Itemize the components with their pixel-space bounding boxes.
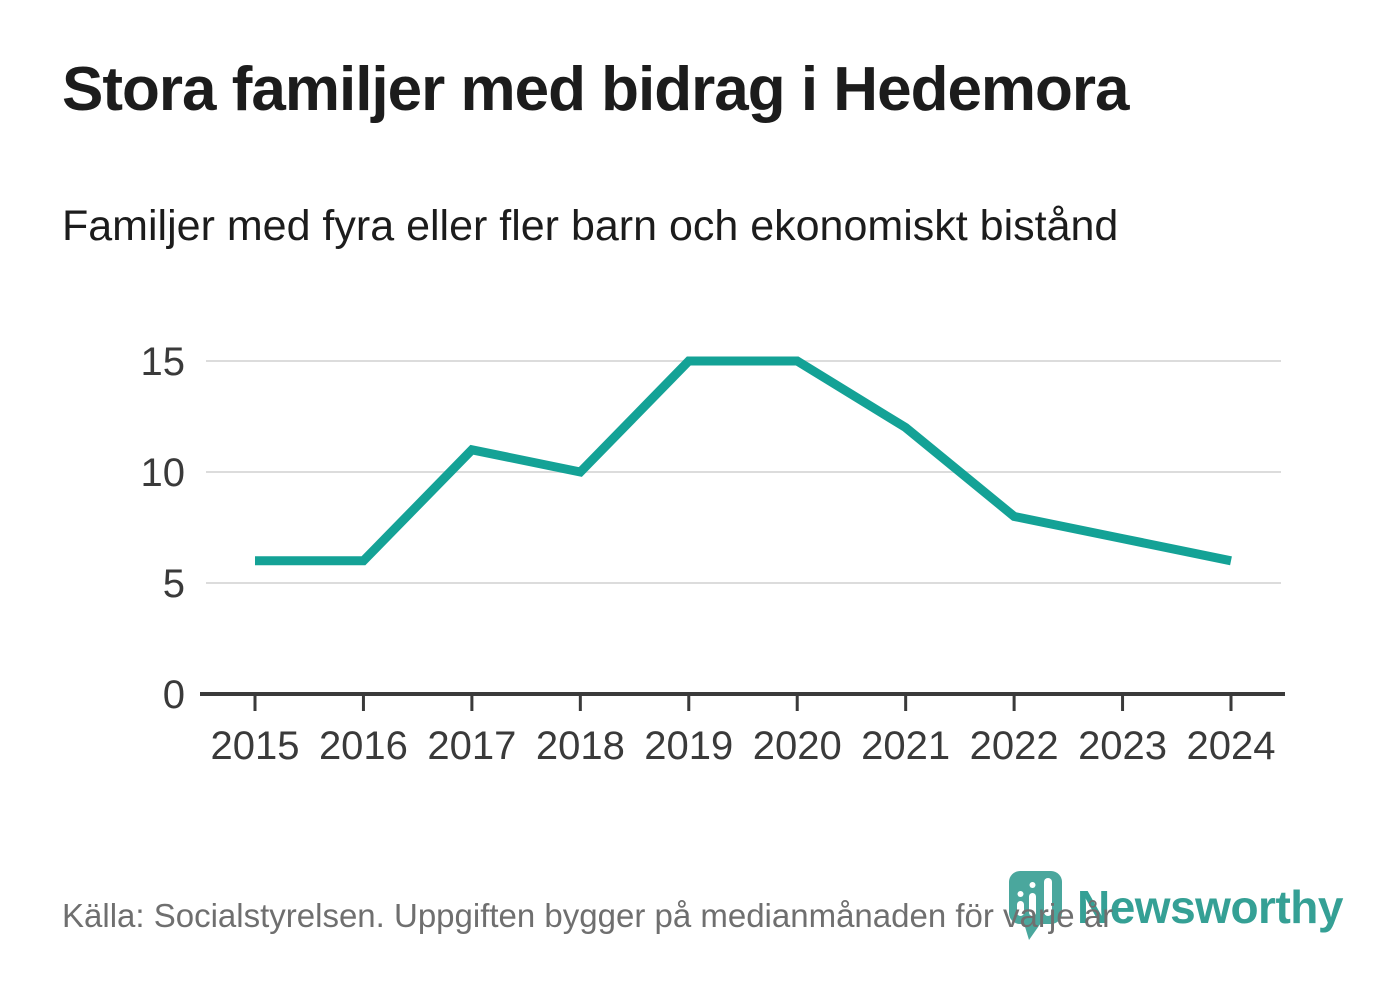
x-tick-label: 2023 xyxy=(1078,724,1167,768)
dot-left xyxy=(1017,891,1024,897)
newsworthy-bubble-chart-icon xyxy=(1009,871,1062,940)
x-tick-label: 2020 xyxy=(753,724,842,768)
dot-middle xyxy=(1029,882,1036,888)
bar-tall xyxy=(1044,878,1052,916)
y-tick-label: 5 xyxy=(163,562,185,606)
bubble-tail xyxy=(1023,920,1043,940)
newsworthy-logo: Newsworthy xyxy=(1008,870,1343,942)
source-note: Källa: Socialstyrelsen. Uppgiften bygger… xyxy=(62,897,1114,934)
page-title: Stora familjer med bidrag i Hedemora xyxy=(62,55,1130,124)
x-tick-label: 2015 xyxy=(211,724,300,768)
y-tick-label: 10 xyxy=(141,451,186,495)
bar-short xyxy=(1017,901,1024,916)
x-tick-label: 2024 xyxy=(1187,724,1276,768)
x-tick-label: 2016 xyxy=(319,724,408,768)
x-tick-label: 2018 xyxy=(536,724,625,768)
y-tick-label: 0 xyxy=(163,673,185,717)
bar-medium xyxy=(1029,893,1036,916)
chart-subtitle: Familjer med fyra eller fler barn och ek… xyxy=(62,202,1119,250)
x-tick-label: 2017 xyxy=(427,724,516,768)
newsworthy-wordmark: Newsworthy xyxy=(1077,881,1343,933)
y-tick-label: 15 xyxy=(141,340,186,384)
data-line xyxy=(255,356,1232,566)
x-tick-label: 2021 xyxy=(861,724,950,768)
x-tick-label: 2019 xyxy=(644,724,733,768)
x-tick-label: 2022 xyxy=(970,724,1059,768)
